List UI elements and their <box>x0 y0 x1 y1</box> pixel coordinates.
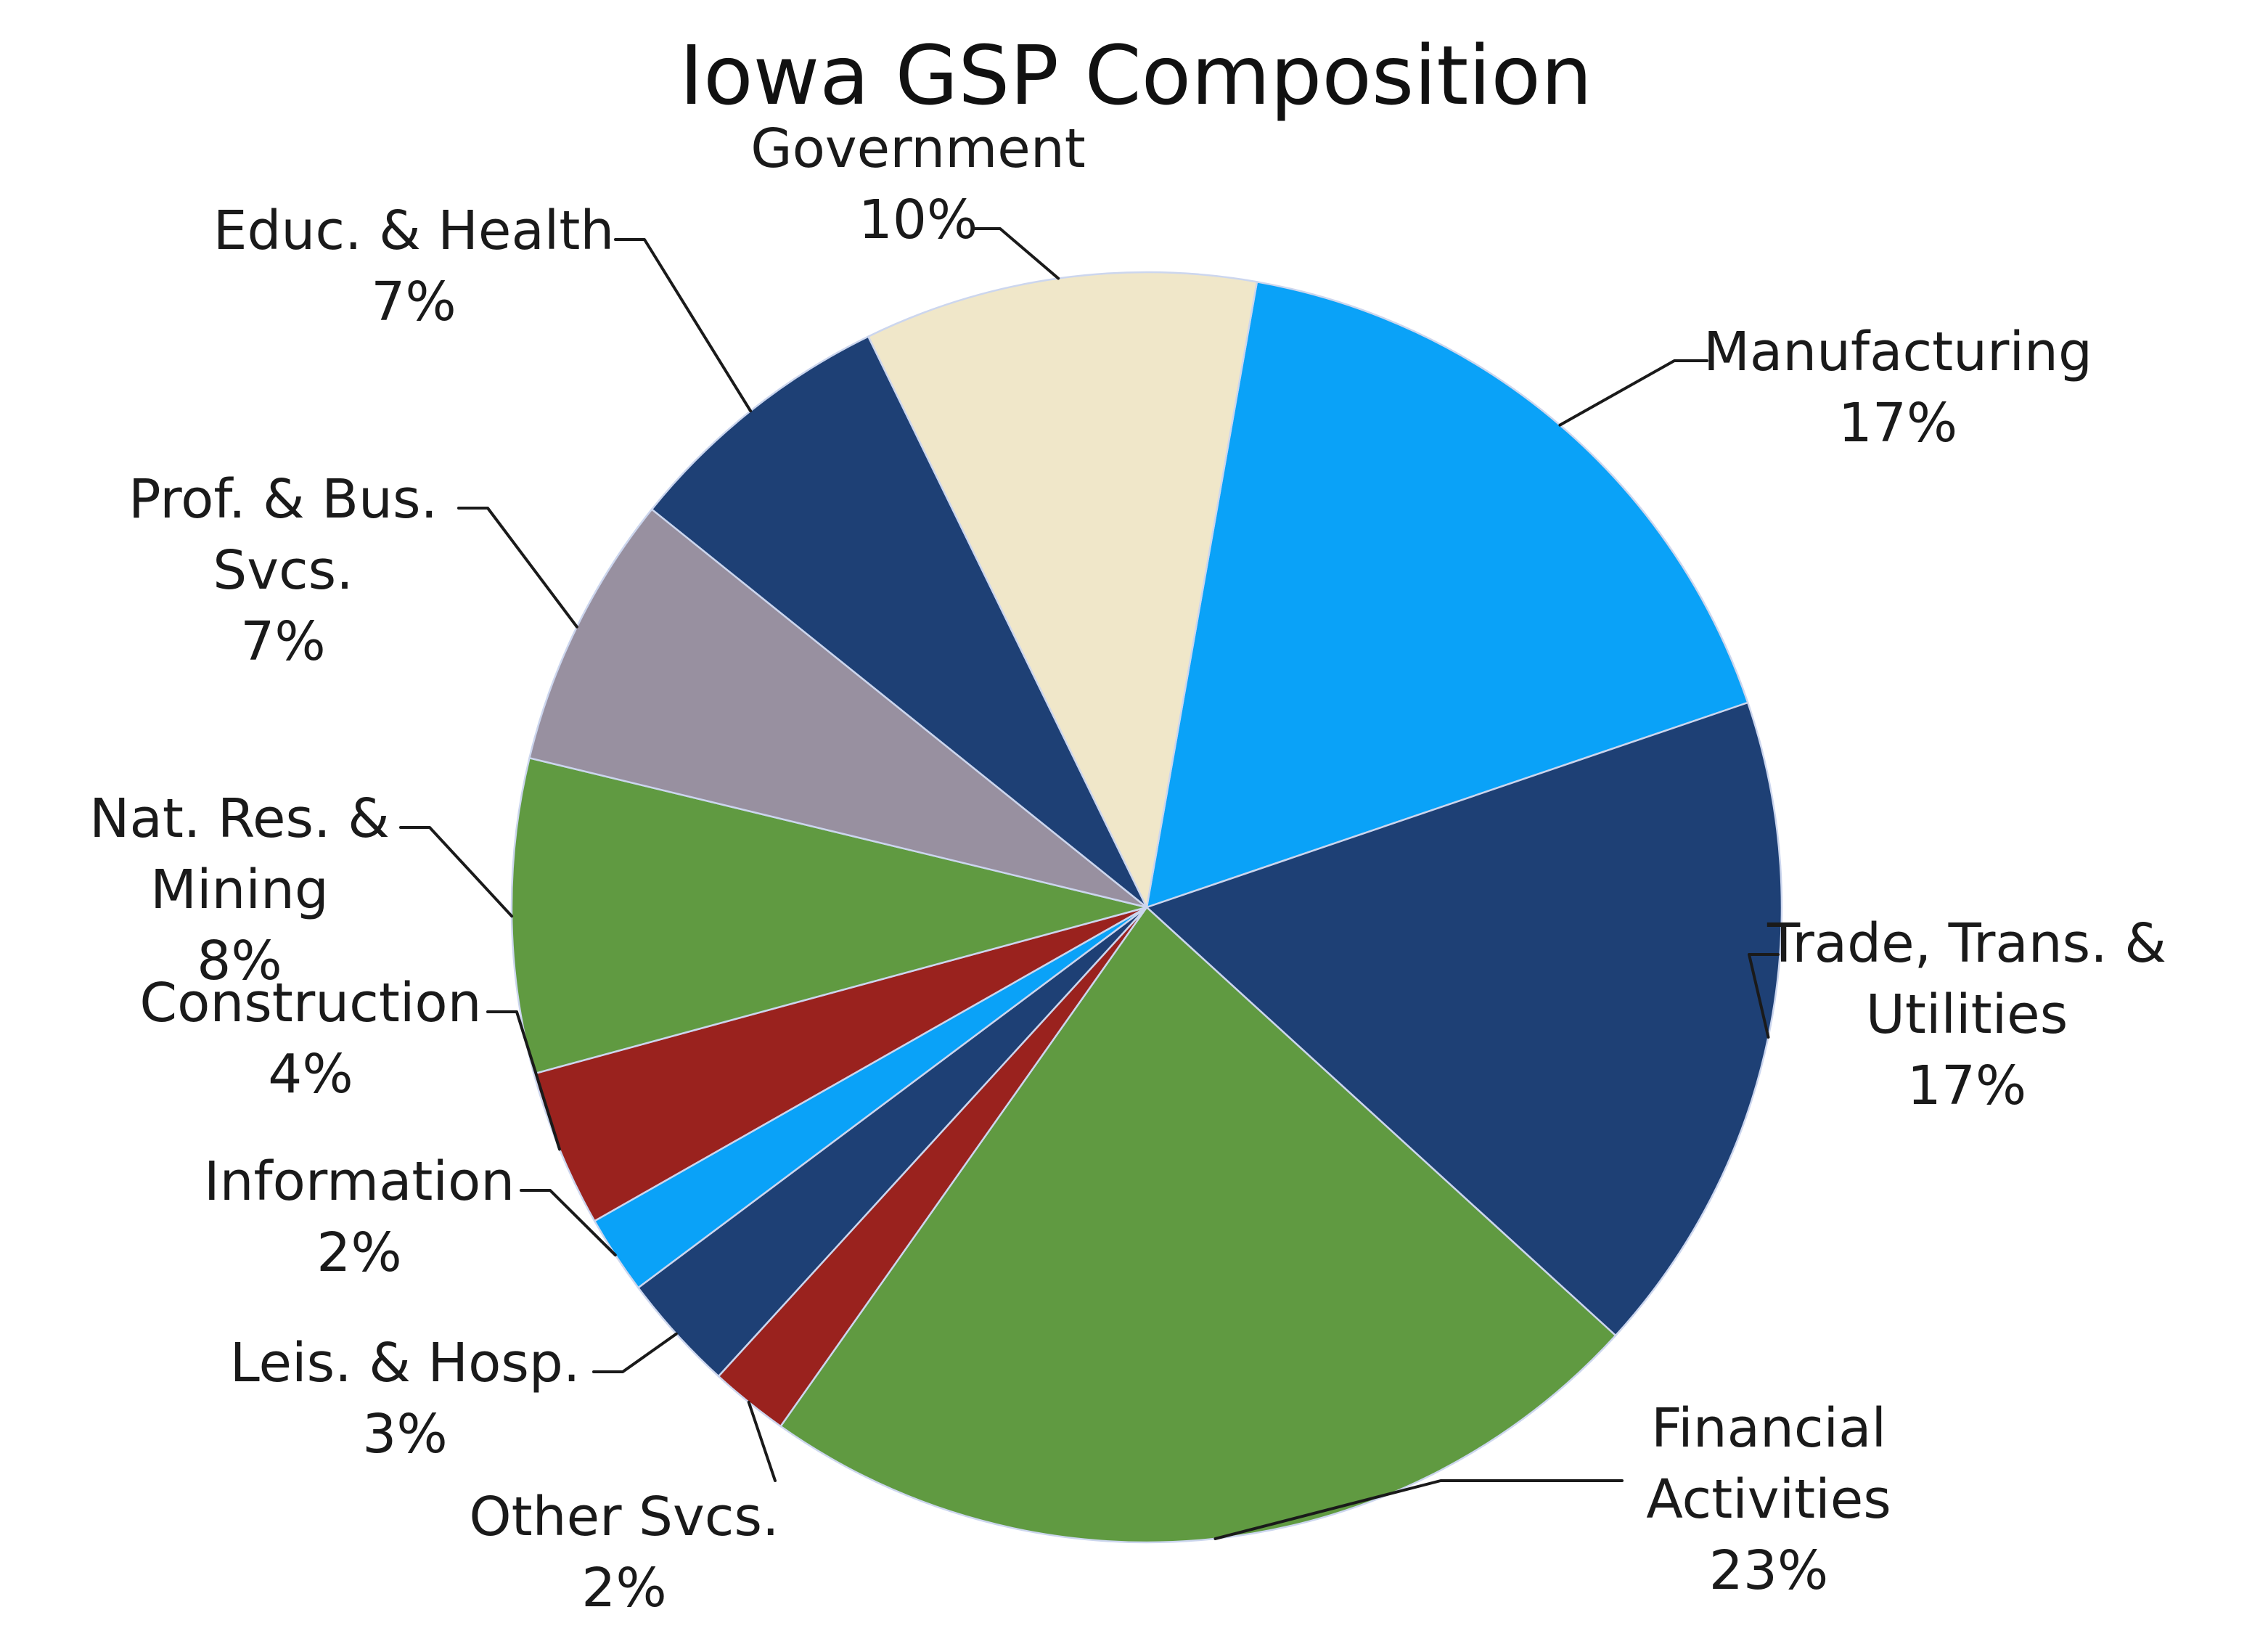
slice-label-information-line2: 2% <box>316 1222 401 1284</box>
leader-line-leis-hosp <box>592 1332 678 1373</box>
slice-label-construction-line2: 4% <box>268 1043 353 1105</box>
pie-slices-group <box>510 271 1783 1544</box>
leader-line-information <box>520 1189 617 1257</box>
chart-title: Iowa GSP Composition <box>679 29 1592 123</box>
leader-lines-group <box>399 227 1780 1540</box>
slice-label-nat-res-mining-line1: Nat. Res. & <box>89 788 390 850</box>
slice-label-financial-activities-line3: 23% <box>1709 1539 1828 1602</box>
slice-label-nat-res-mining-line2: Mining <box>150 859 329 921</box>
leader-line-trade-trans-utilities <box>1748 953 1780 1039</box>
slice-label-educ-health-line2: 7% <box>371 271 456 333</box>
leader-line-financial-activities <box>1213 1479 1624 1540</box>
slice-label-prof-bus-svcs-line3: 7% <box>240 610 325 673</box>
leader-line-construction <box>486 1010 561 1151</box>
slice-label-trade-trans-utilities-line3: 17% <box>1907 1055 2026 1117</box>
slice-label-nat-res-mining-line3: 8% <box>197 930 282 992</box>
slice-label-leis-hosp-line2: 3% <box>362 1403 447 1465</box>
slice-label-leis-hosp-line1: Leis. & Hosp. <box>230 1332 581 1394</box>
slice-label-trade-trans-utilities-line2: Utilities <box>1866 983 2068 1046</box>
slice-label-other-svcs-line1: Other Svcs. <box>469 1486 779 1548</box>
slice-label-government-line1: Government <box>750 118 1086 180</box>
leader-line-other-svcs <box>747 1400 777 1482</box>
leader-line-educ-health <box>614 238 753 413</box>
slice-label-other-svcs-line2: 2% <box>581 1557 666 1619</box>
slice-label-educ-health-line1: Educ. & Health <box>213 200 615 262</box>
slice-label-financial-activities-line1: Financial <box>1651 1397 1886 1460</box>
slice-label-information-line1: Information <box>204 1150 515 1213</box>
leader-line-nat-res-mining <box>399 826 514 918</box>
slice-label-prof-bus-svcs-line1: Prof. & Bus. <box>128 468 438 531</box>
leader-line-manufacturing <box>1558 359 1708 427</box>
slice-label-manufacturing-line2: 17% <box>1838 392 1957 454</box>
leader-line-government <box>971 227 1060 280</box>
slice-label-manufacturing-line1: Manufacturing <box>1703 321 2092 383</box>
slice-label-government-line2: 10% <box>859 189 978 251</box>
slice-label-financial-activities-line2: Activities <box>1646 1468 1891 1531</box>
slice-labels-group: Manufacturing 17% Trade, Trans. & Utilities… <box>89 118 2166 1619</box>
slice-label-prof-bus-svcs-line2: Svcs. <box>213 539 353 602</box>
slice-label-construction-line1: Construction <box>139 972 481 1034</box>
leader-line-prof-bus-svcs <box>457 507 578 629</box>
slice-label-trade-trans-utilities-line1: Trade, Trans. & <box>1766 912 2166 975</box>
